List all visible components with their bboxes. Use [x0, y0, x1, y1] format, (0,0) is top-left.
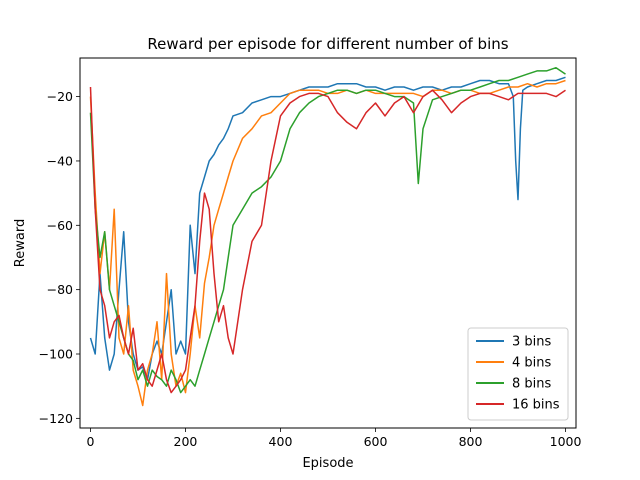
series-line-4 — [89, 86, 566, 394]
plot-frame — [79, 57, 577, 429]
x-axis-ticks: 0 200 400 600 800 1000 — [86, 428, 582, 449]
legend: 3 bins 4 bins 8 bins 16 bins — [467, 327, 569, 421]
y-axis-label: Reward — [13, 219, 28, 267]
y-tick-label: −20 — [47, 89, 73, 104]
legend-box — [467, 327, 569, 421]
legend-label: 16 bins — [512, 398, 560, 413]
x-tick-label: 400 — [269, 434, 293, 449]
y-tick-label: −100 — [39, 347, 73, 362]
legend-label: 4 bins — [512, 356, 552, 371]
x-tick-label: 600 — [364, 434, 388, 449]
y-tick-label: −80 — [47, 282, 73, 297]
y-axis-ticks: −120 −100 −80 −60 −40 −20 — [39, 89, 80, 426]
x-tick-label: 1000 — [550, 434, 582, 449]
y-tick-label: −60 — [47, 218, 73, 233]
legend-label: 8 bins — [512, 377, 552, 392]
x-tick-label: 800 — [459, 434, 483, 449]
x-axis-label: Episode — [302, 456, 353, 471]
series-line-3 — [89, 66, 566, 394]
y-tick-label: −40 — [47, 153, 73, 168]
x-tick-label: 0 — [86, 434, 94, 449]
x-tick-label: 200 — [174, 434, 198, 449]
y-tick-label: −120 — [39, 411, 73, 426]
plot-area — [79, 57, 577, 429]
legend-label: 3 bins — [512, 335, 552, 350]
chart-title: Reward per episode for different number … — [147, 35, 508, 53]
